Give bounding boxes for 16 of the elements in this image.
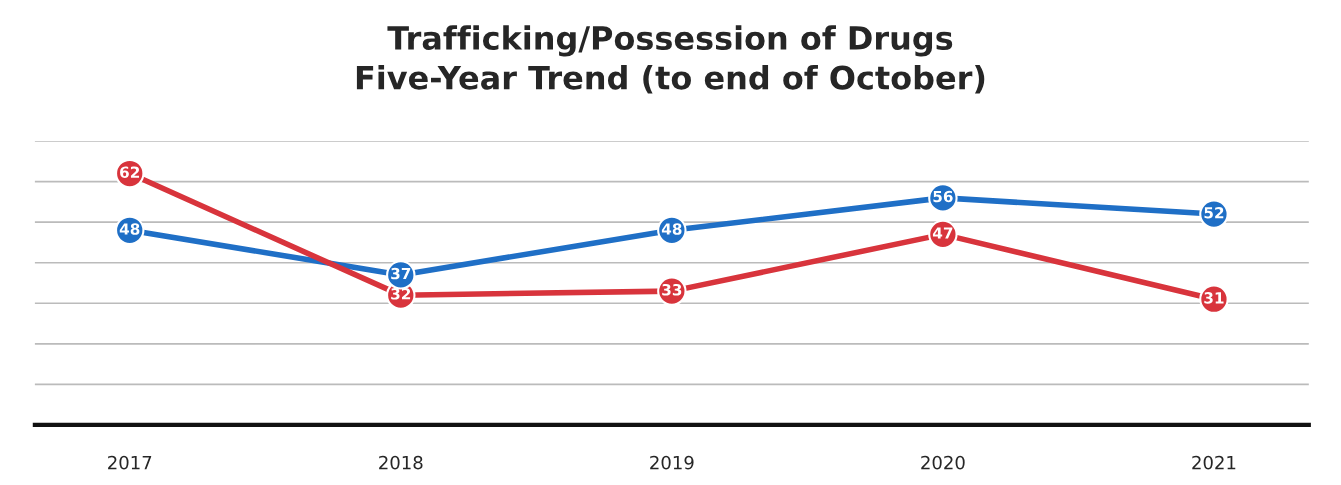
- data-label: 56: [933, 190, 953, 203]
- chart-title: Trafficking/Possession of Drugs Five-Year Trend (to end of October): [356, 25, 985, 94]
- x-tick-label: 2021: [1192, 455, 1236, 470]
- data-label: 48: [119, 223, 140, 235]
- data-label: 37: [391, 267, 411, 280]
- x-tick-label: 2017: [108, 455, 152, 470]
- data-label: 62: [120, 166, 140, 178]
- x-tick-label: 2018: [379, 455, 423, 470]
- data-label: 32: [391, 288, 411, 300]
- data-label: 33: [662, 283, 682, 296]
- data-label: 31: [1204, 292, 1224, 304]
- data-label: 48: [661, 223, 682, 235]
- x-tick-label: 2019: [650, 455, 694, 470]
- data-label: 52: [1204, 206, 1224, 219]
- x-tick-label: 2020: [921, 455, 965, 470]
- data-label: 47: [932, 227, 953, 239]
